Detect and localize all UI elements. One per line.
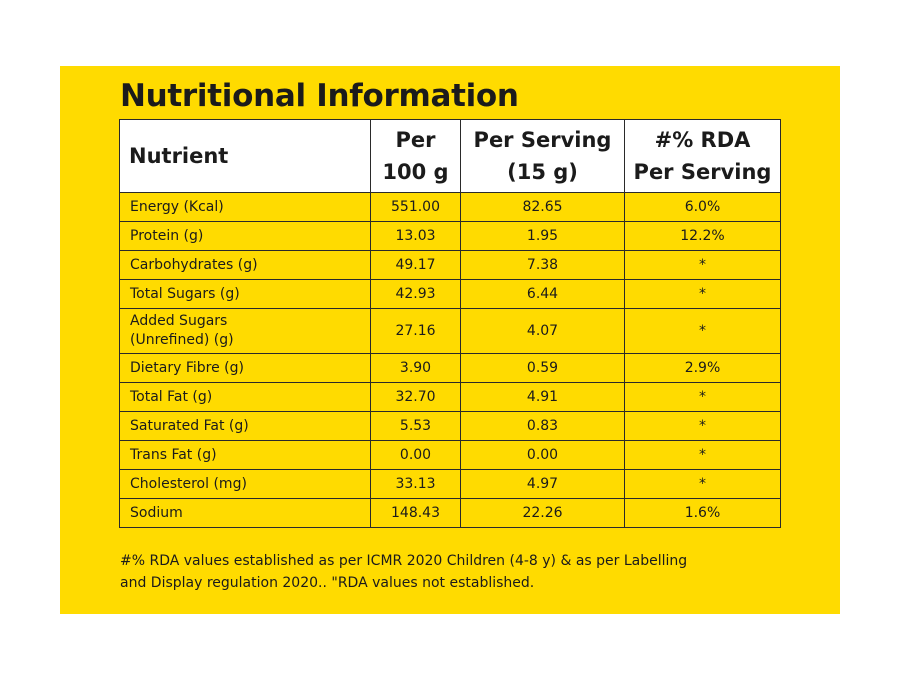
table-header-row: Nutrient Per 100 g Per Serving (15 g) #%…	[119, 119, 781, 193]
header-rda: #% RDA Per Serving	[624, 119, 781, 193]
table-body: Energy (Kcal) 551.00 82.65 6.0% Protein (g) 1…	[119, 192, 781, 528]
per-serving-value: 7.38	[460, 250, 625, 280]
nutrient-name-line: Energy (Kcal)	[130, 198, 224, 215]
header-per-100g: Per 100 g	[370, 119, 461, 193]
nutrient-name-line: Saturated Fat (g)	[130, 417, 249, 434]
nutrient-name: Dietary Fibre (g)	[119, 353, 371, 383]
table-row: Protein (g) 13.03 1.95 12.2%	[119, 221, 781, 251]
table-row: Total Sugars (g) 42.93 6.44 *	[119, 279, 781, 309]
table-row: Added Sugars (Unrefined) (g) 27.16 4.07 *	[119, 308, 781, 354]
header-per-serving-line2: (15 g)	[507, 160, 578, 184]
per-100g-value: 32.70	[370, 382, 461, 412]
nutrient-name: Saturated Fat (g)	[119, 411, 371, 441]
nutrient-name-line: Protein (g)	[130, 227, 204, 244]
header-per-100g-line2: 100 g	[382, 160, 449, 184]
rda-value: 12.2%	[624, 221, 781, 251]
table-row: Total Fat (g) 32.70 4.91 *	[119, 382, 781, 412]
per-serving-value: 4.07	[460, 308, 625, 354]
rda-value: *	[624, 411, 781, 441]
nutrient-name-line: Carbohydrates (g)	[130, 256, 258, 273]
footnote-line1: #% RDA values established as per ICMR 20…	[120, 553, 688, 569]
nutrient-name: Cholesterol (mg)	[119, 469, 371, 499]
nutrition-table: Nutrient Per 100 g Per Serving (15 g) #%…	[119, 119, 781, 528]
footnote: #% RDA values established as per ICMR 20…	[120, 550, 820, 594]
per-100g-value: 42.93	[370, 279, 461, 309]
per-100g-value: 3.90	[370, 353, 461, 383]
per-serving-value: 4.97	[460, 469, 625, 499]
nutrient-name-line: Total Sugars (g)	[130, 285, 240, 302]
per-serving-value: 0.83	[460, 411, 625, 441]
per-serving-value: 0.00	[460, 440, 625, 470]
per-100g-value: 33.13	[370, 469, 461, 499]
per-serving-value: 22.26	[460, 498, 625, 528]
per-serving-value: 82.65	[460, 192, 625, 222]
rda-value: *	[624, 279, 781, 309]
rda-value: 1.6%	[624, 498, 781, 528]
rda-value: 6.0%	[624, 192, 781, 222]
nutrient-name: Total Fat (g)	[119, 382, 371, 412]
nutrient-name-line: (Unrefined) (g)	[130, 332, 234, 348]
header-rda-line2: Per Serving	[633, 160, 772, 184]
nutrient-name: Protein (g)	[119, 221, 371, 251]
nutrient-name: Total Sugars (g)	[119, 279, 371, 309]
table-row: Cholesterol (mg) 33.13 4.97 *	[119, 469, 781, 499]
per-100g-value: 148.43	[370, 498, 461, 528]
table-row: Trans Fat (g) 0.00 0.00 *	[119, 440, 781, 470]
rda-value: *	[624, 308, 781, 354]
table-row: Sodium 148.43 22.26 1.6%	[119, 498, 781, 528]
table-row: Energy (Kcal) 551.00 82.65 6.0%	[119, 192, 781, 222]
nutrient-name-line: Cholesterol (mg)	[130, 475, 247, 492]
nutrient-name-line: Trans Fat (g)	[130, 446, 217, 463]
rda-value: *	[624, 250, 781, 280]
nutrient-name-line: Added Sugars	[130, 313, 228, 329]
rda-value: 2.9%	[624, 353, 781, 383]
per-serving-value: 6.44	[460, 279, 625, 309]
footnote-line2: and Display regulation 2020.. "RDA value…	[120, 575, 535, 591]
nutrient-name-line: Dietary Fibre (g)	[130, 359, 244, 376]
header-per-serving: Per Serving (15 g)	[460, 119, 625, 193]
per-100g-value: 5.53	[370, 411, 461, 441]
per-100g-value: 13.03	[370, 221, 461, 251]
rda-value: *	[624, 469, 781, 499]
per-100g-value: 49.17	[370, 250, 461, 280]
per-100g-value: 551.00	[370, 192, 461, 222]
nutrient-name: Sodium	[119, 498, 371, 528]
header-nutrient-label: Nutrient	[129, 144, 229, 168]
nutrient-name: Trans Fat (g)	[119, 440, 371, 470]
per-100g-value: 0.00	[370, 440, 461, 470]
header-nutrient: Nutrient	[119, 119, 371, 193]
per-serving-value: 1.95	[460, 221, 625, 251]
table-row: Saturated Fat (g) 5.53 0.83 *	[119, 411, 781, 441]
header-per-serving-line1: Per Serving	[473, 128, 612, 152]
header-rda-line1: #% RDA	[654, 128, 751, 152]
nutrient-name-line: Total Fat (g)	[130, 388, 213, 405]
rda-value: *	[624, 440, 781, 470]
nutrient-name: Carbohydrates (g)	[119, 250, 371, 280]
per-serving-value: 0.59	[460, 353, 625, 383]
nutrient-name: Energy (Kcal)	[119, 192, 371, 222]
nutrient-name: Added Sugars (Unrefined) (g)	[119, 308, 371, 354]
page-title: Nutritional Information	[120, 78, 519, 114]
table-row: Carbohydrates (g) 49.17 7.38 *	[119, 250, 781, 280]
table-row: Dietary Fibre (g) 3.90 0.59 2.9%	[119, 353, 781, 383]
per-100g-value: 27.16	[370, 308, 461, 354]
nutrient-name-line: Sodium	[130, 504, 183, 521]
header-per-100g-line1: Per	[395, 128, 436, 152]
rda-value: *	[624, 382, 781, 412]
per-serving-value: 4.91	[460, 382, 625, 412]
